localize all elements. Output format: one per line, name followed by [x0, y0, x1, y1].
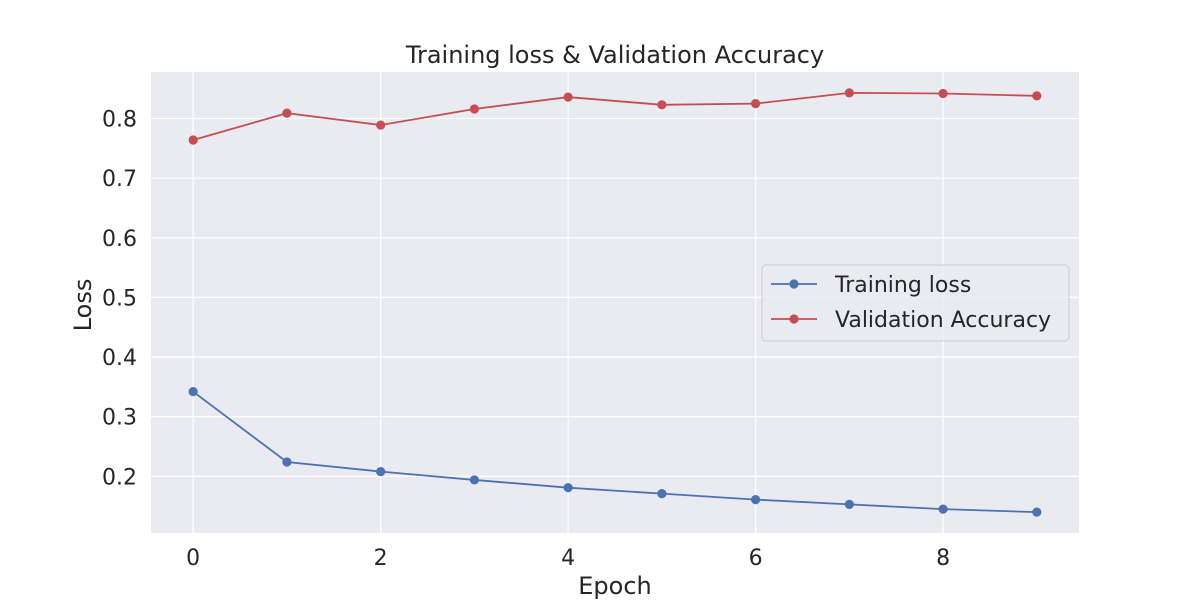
x-tick-label: 0 [186, 546, 200, 571]
data-point [282, 108, 292, 118]
y-tick-label: 0.8 [102, 108, 137, 133]
series-training-loss [188, 387, 1042, 517]
data-point [657, 489, 667, 499]
data-point [188, 135, 198, 145]
series-line [192, 91, 1037, 141]
data-point [376, 466, 386, 477]
data-point [282, 457, 292, 467]
data-point [1032, 91, 1042, 101]
y-tick-label: 0.3 [102, 406, 137, 431]
legend-item: Validation Accuracy [771, 308, 1051, 333]
x-tick-label: 2 [374, 546, 388, 571]
data-point [469, 104, 479, 114]
data-point [1032, 507, 1042, 517]
y-tick-label: 0.4 [102, 346, 137, 371]
series-layer [188, 88, 1042, 517]
y-gridlines [151, 117, 1079, 477]
data-point [469, 475, 479, 485]
y-tick-label: 0.2 [102, 465, 137, 490]
data-point [657, 100, 667, 110]
x-axis-label: Epoch [578, 572, 652, 600]
x-tick-label: 8 [936, 546, 950, 571]
data-point [938, 88, 948, 99]
x-tick-label: 4 [561, 546, 575, 571]
legend-item: Training loss [771, 273, 971, 298]
legend: Training loss Validation Accuracy [761, 264, 1070, 342]
y-tick-label: 0.7 [102, 167, 137, 192]
y-tick-label: 0.5 [102, 286, 137, 311]
legend-box [761, 264, 1070, 342]
data-point [376, 120, 386, 130]
y-axis-label: Loss [69, 279, 97, 332]
x-tick-label: 6 [749, 546, 763, 571]
legend-label: Validation Accuracy [835, 308, 1051, 333]
x-gridlines [192, 72, 944, 533]
y-tick-label: 0.6 [102, 227, 137, 252]
data-point [563, 92, 573, 102]
data-point [938, 504, 948, 514]
data-point [751, 99, 761, 109]
x-tick-labels: 0 2 4 6 8 [186, 546, 950, 571]
legend-marker [789, 314, 799, 324]
series-line [192, 390, 1037, 514]
data-point [751, 495, 761, 505]
legend-marker [789, 279, 799, 289]
data-point [844, 88, 854, 98]
series-validation-accuracy [188, 88, 1042, 145]
data-point [188, 387, 198, 397]
legend-label: Training loss [834, 273, 971, 298]
chart-title: Training loss & Validation Accuracy [405, 41, 824, 69]
data-point [844, 499, 854, 509]
y-tick-labels: 0.2 0.3 0.4 0.5 0.6 0.7 0.8 [102, 108, 137, 491]
data-point [563, 483, 573, 493]
